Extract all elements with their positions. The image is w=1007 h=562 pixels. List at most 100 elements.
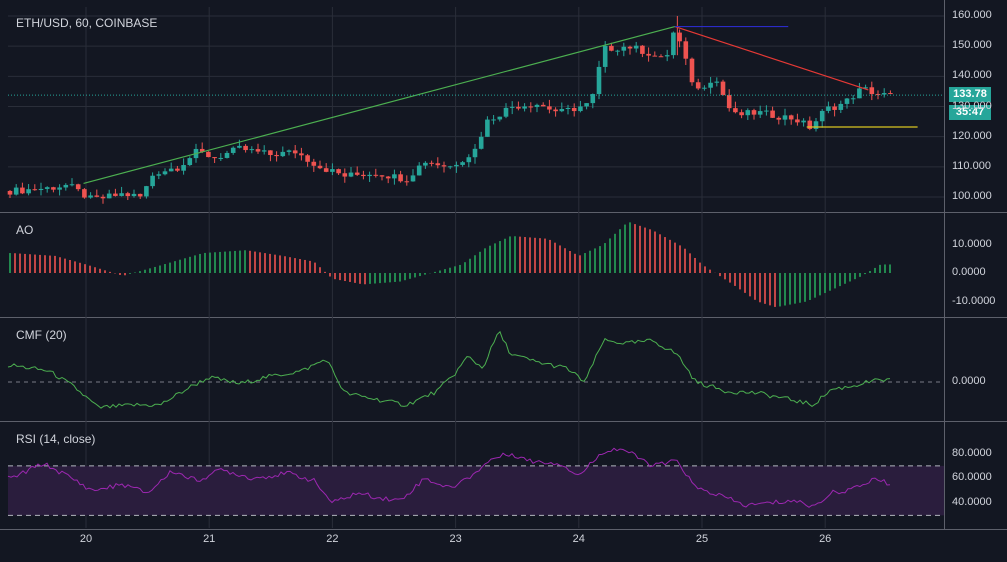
candle-body xyxy=(782,115,788,120)
candle-body xyxy=(162,171,168,175)
candle-body xyxy=(671,32,676,56)
candle-body xyxy=(615,50,620,52)
candle-body xyxy=(342,173,348,177)
ao-tick-label: 10.0000 xyxy=(952,237,992,250)
candle-body xyxy=(621,46,627,51)
time-label-20: 20 xyxy=(79,533,93,545)
candle-body xyxy=(838,103,844,110)
candle-body xyxy=(113,193,118,196)
candle-body xyxy=(261,150,267,152)
candle-body xyxy=(609,45,614,51)
candle-body xyxy=(13,187,19,195)
candle-body xyxy=(392,174,397,179)
rsi-tick-label: 80.0000 xyxy=(952,446,992,459)
candle-body xyxy=(206,151,211,158)
candle-body xyxy=(596,66,602,95)
candle-body xyxy=(373,174,379,176)
pane-0 xyxy=(8,7,944,211)
candle-body xyxy=(819,110,825,122)
candle-body xyxy=(299,153,304,156)
candle-body xyxy=(627,46,633,49)
candle-body xyxy=(869,87,875,95)
candle-body xyxy=(726,95,732,109)
cmf-tick-label: 0.0000 xyxy=(952,375,986,387)
candle-body xyxy=(336,169,341,174)
candle-body xyxy=(702,87,707,89)
candle-body xyxy=(137,193,143,197)
candle-body xyxy=(571,107,577,112)
candle-body xyxy=(553,109,558,112)
candle-body xyxy=(187,158,193,166)
candle-body xyxy=(385,176,391,179)
candle-body xyxy=(795,119,800,123)
candle-body xyxy=(832,106,837,110)
price-tick-label: 120.000 xyxy=(952,129,992,142)
time-label-22: 22 xyxy=(326,533,339,545)
candle-body xyxy=(695,82,701,89)
candle-body xyxy=(857,88,862,99)
candle-body xyxy=(106,193,112,199)
ao-tick-label: 0.0000 xyxy=(952,266,986,278)
candle-body xyxy=(20,187,25,194)
candle-body xyxy=(509,106,515,108)
time-label-24: 24 xyxy=(572,533,585,545)
candle-body xyxy=(739,112,744,116)
candle-body xyxy=(230,147,236,153)
candle-body xyxy=(522,106,527,109)
candle-body xyxy=(398,174,403,182)
candle-body xyxy=(51,187,56,190)
candle-body xyxy=(168,168,174,172)
candle-body xyxy=(100,196,106,199)
candle-body xyxy=(652,55,658,57)
candle-body xyxy=(578,106,583,112)
price-tick-label: 140.000 xyxy=(952,69,992,82)
time-label-23: 23 xyxy=(449,533,462,545)
candle-body xyxy=(764,110,769,112)
candle-body xyxy=(497,116,503,120)
rsi-label: RSI (14, close) xyxy=(16,432,96,446)
candle-body xyxy=(534,104,540,108)
candle-body xyxy=(286,150,292,152)
ao-label: AO xyxy=(16,223,34,237)
candle-body xyxy=(844,98,850,104)
candle-body xyxy=(144,186,149,197)
candle-body xyxy=(311,161,317,166)
candle-body xyxy=(516,106,521,109)
price-tick-label: 160.000 xyxy=(952,9,992,21)
candle-body xyxy=(63,184,69,188)
countdown-tag: 35:47 xyxy=(949,105,991,120)
candle-body xyxy=(733,108,738,113)
candle-body xyxy=(429,162,434,164)
trend-line xyxy=(674,25,869,91)
candle-body xyxy=(249,149,255,151)
candle-body xyxy=(454,164,459,167)
candle-body xyxy=(175,168,180,171)
cmf-line xyxy=(7,330,891,409)
candle-body xyxy=(379,175,385,177)
candle-body xyxy=(199,148,205,152)
candle-body xyxy=(472,148,478,158)
candle-body xyxy=(888,93,893,95)
candle-body xyxy=(633,45,639,49)
candle-body xyxy=(708,82,713,88)
candle-body xyxy=(330,169,335,172)
candle-body xyxy=(243,145,248,151)
candle-body xyxy=(348,172,354,177)
candle-body xyxy=(776,117,782,120)
candle-body xyxy=(590,94,596,104)
candle-body xyxy=(881,93,887,95)
candle-body xyxy=(757,111,763,115)
candle-body xyxy=(94,195,100,197)
candle-body xyxy=(770,110,775,118)
candle-body xyxy=(423,162,428,166)
candle-body xyxy=(410,175,416,182)
candle-body xyxy=(354,172,360,175)
candle-body xyxy=(528,106,534,108)
candle-body xyxy=(751,110,757,115)
candle-body xyxy=(268,150,273,156)
candle-body xyxy=(689,58,695,83)
price-tick-label: 150.000 xyxy=(952,39,992,52)
candle-body xyxy=(181,165,186,171)
